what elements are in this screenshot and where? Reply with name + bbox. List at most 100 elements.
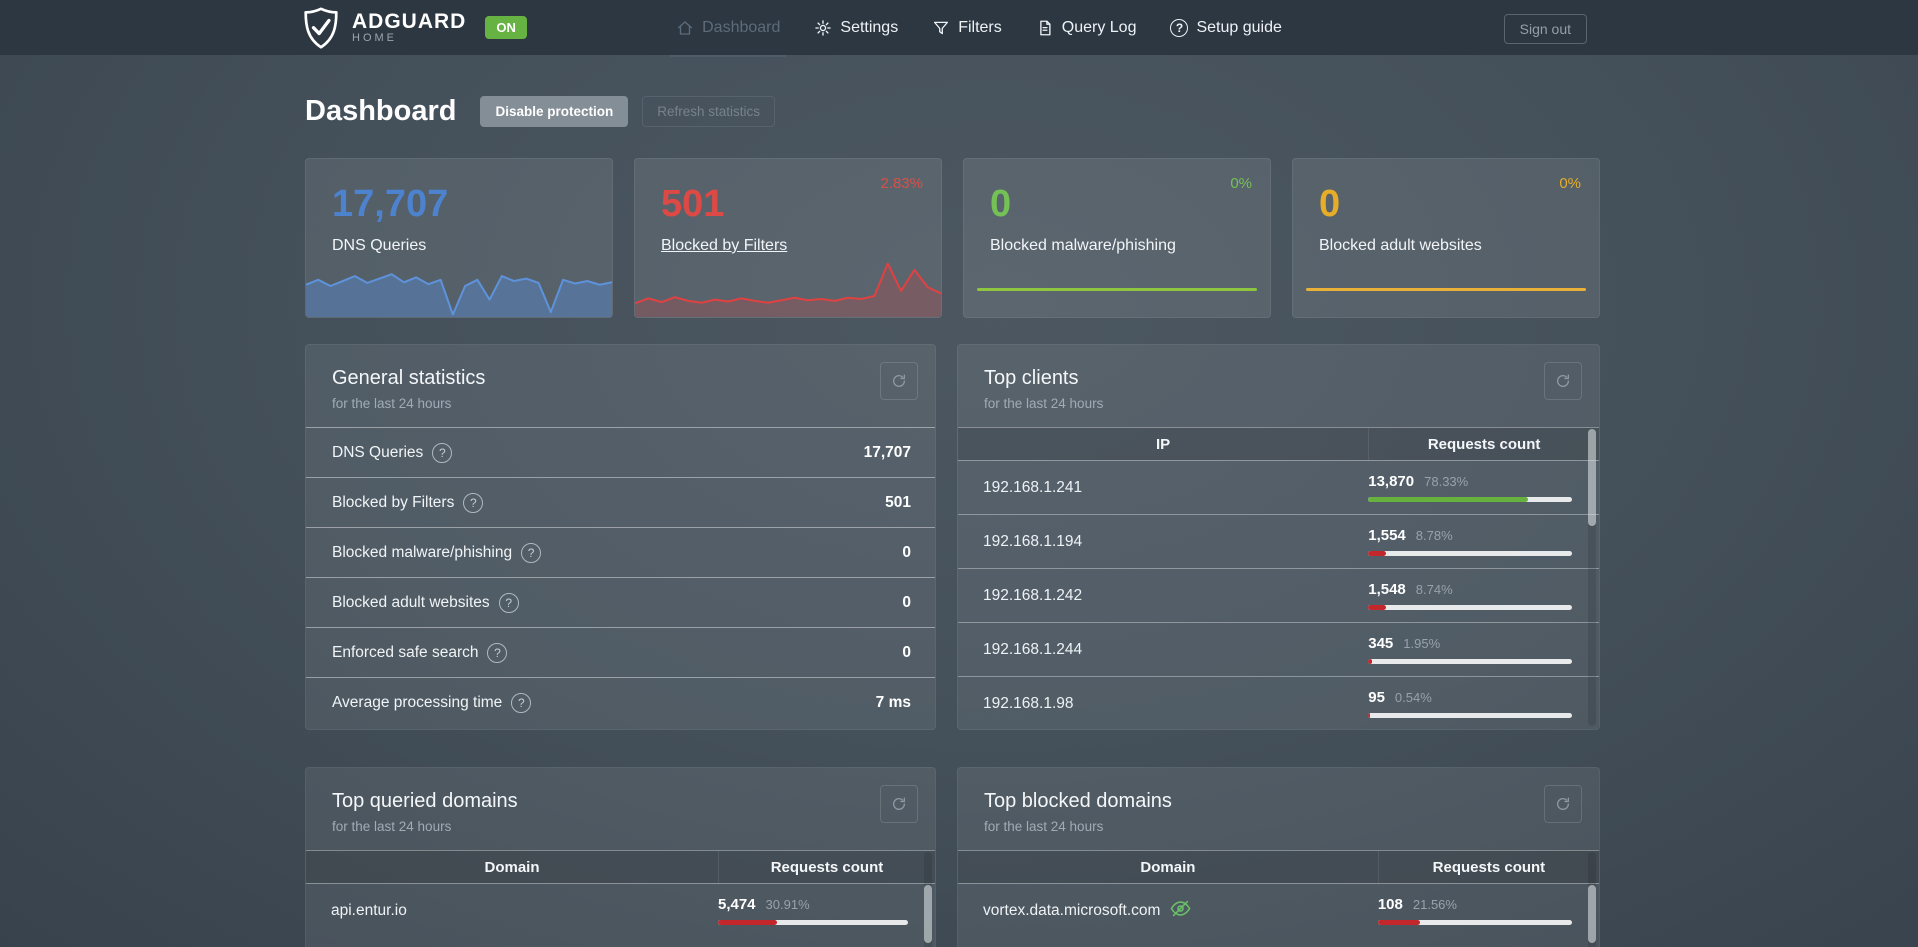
client-row: 192.168.1.241 13,870 78.33% bbox=[958, 460, 1599, 514]
nav-dashboard-label: Dashboard bbox=[702, 18, 781, 36]
requests-count: 345 bbox=[1368, 635, 1394, 652]
scrollbar-thumb[interactable] bbox=[924, 885, 932, 943]
column-header-domain: Domain bbox=[1140, 858, 1196, 876]
help-icon[interactable]: ? bbox=[521, 542, 542, 563]
top-blocked-title: Top blocked domains bbox=[984, 790, 1172, 812]
requests-count: 1,548 bbox=[1368, 581, 1406, 598]
nav-query-log-label: Query Log bbox=[1061, 18, 1137, 36]
requests-percent: 0.54% bbox=[1394, 690, 1432, 705]
brand-subtitle: HOME bbox=[352, 31, 397, 44]
help-icon[interactable]: ? bbox=[487, 642, 508, 663]
refresh-icon bbox=[1557, 374, 1569, 387]
scrollbar[interactable] bbox=[1588, 429, 1596, 726]
card-blocked-malware: 0 Blocked malware/phishing 0% bbox=[963, 158, 1271, 318]
nav-filters[interactable]: Filters bbox=[932, 0, 1002, 55]
stat-value: 17,707 bbox=[863, 443, 911, 461]
nav-dashboard[interactable]: Dashboard bbox=[670, 0, 787, 57]
client-ip[interactable]: 192.168.1.244 bbox=[983, 640, 1083, 658]
nav-query-log[interactable]: Query Log bbox=[1036, 0, 1137, 55]
document-icon bbox=[1039, 20, 1051, 35]
scrollbar-thumb[interactable] bbox=[1588, 429, 1596, 526]
requests-bar bbox=[1368, 551, 1572, 556]
refresh-statistics-button[interactable]: Refresh statistics bbox=[642, 96, 776, 127]
nav-setup-guide-label: Setup guide bbox=[1196, 18, 1282, 36]
help-icon[interactable]: ? bbox=[432, 442, 453, 463]
client-ip[interactable]: 192.168.1.194 bbox=[983, 532, 1083, 550]
main-nav: Dashboard Settings Filters Query Log ? S… bbox=[636, 0, 1282, 57]
eye-slash-icon[interactable] bbox=[1169, 897, 1192, 925]
column-header-requests-count: Requests count bbox=[1368, 428, 1599, 460]
blocked-adult-value: 0 bbox=[1319, 183, 1341, 225]
refresh-icon bbox=[893, 374, 905, 387]
requests-bar bbox=[1368, 659, 1572, 664]
page-title: Dashboard bbox=[305, 95, 457, 127]
refresh-icon bbox=[893, 797, 905, 810]
requests-count: 1,554 bbox=[1368, 527, 1406, 544]
adguard-home-logo[interactable]: ADGUARD HOME ON bbox=[303, 0, 527, 55]
general-statistics-subtitle: for the last 24 hours bbox=[332, 396, 452, 411]
top-queried-header-row: Domain Requests count bbox=[306, 850, 935, 883]
nav-settings-label: Settings bbox=[840, 18, 899, 36]
client-ip[interactable]: 192.168.1.98 bbox=[983, 694, 1074, 712]
client-row: 192.168.1.194 1,554 8.78% bbox=[958, 514, 1599, 568]
stat-label: Blocked malware/phishing bbox=[332, 543, 513, 561]
top-queried-title: Top queried domains bbox=[332, 790, 518, 812]
dns-queries-sparkline bbox=[306, 255, 612, 317]
stat-row-blocked-filters: Blocked by Filters? 501 bbox=[306, 477, 935, 527]
client-row: 192.168.1.242 1,548 8.74% bbox=[958, 568, 1599, 622]
disable-protection-button[interactable]: Disable protection bbox=[480, 96, 629, 127]
help-icon[interactable]: ? bbox=[498, 592, 519, 613]
top-queried-subtitle: for the last 24 hours bbox=[332, 819, 452, 834]
scrollbar-thumb[interactable] bbox=[1588, 885, 1596, 943]
column-header-ip: IP bbox=[1156, 435, 1171, 453]
blocked-filters-link[interactable]: Blocked by Filters bbox=[661, 237, 788, 254]
refresh-top-queried-button[interactable] bbox=[880, 785, 918, 823]
domain-row: vortex.data.microsoft.com 108 21.56% bbox=[958, 883, 1599, 937]
dns-queries-value: 17,707 bbox=[332, 183, 449, 225]
card-dns-queries: 17,707 DNS Queries bbox=[305, 158, 613, 318]
requests-bar bbox=[1368, 497, 1572, 502]
stat-row-dns-queries: DNS Queries? 17,707 bbox=[306, 427, 935, 477]
stat-value: 0 bbox=[902, 643, 911, 661]
blocked-adult-sparkline bbox=[1306, 288, 1586, 291]
scrollbar[interactable] bbox=[1588, 852, 1596, 947]
card-blocked-by-filters: 501 Blocked by Filters 2.83% bbox=[634, 158, 942, 318]
sign-out-button[interactable]: Sign out bbox=[1503, 14, 1587, 44]
nav-settings[interactable]: Settings bbox=[814, 0, 898, 55]
stat-row-blocked-adult: Blocked adult websites? 0 bbox=[306, 577, 935, 627]
requests-bar bbox=[1368, 713, 1572, 718]
domain-row: api.entur.io 5,474 30.91% bbox=[306, 883, 935, 937]
requests-percent: 1.95% bbox=[1403, 636, 1441, 651]
stat-label: Enforced safe search bbox=[332, 643, 479, 661]
scrollbar[interactable] bbox=[924, 852, 932, 947]
column-header-requests-count: Requests count bbox=[1377, 851, 1599, 883]
nav-setup-guide[interactable]: ? Setup guide bbox=[1170, 0, 1282, 55]
requests-count: 13,870 bbox=[1368, 473, 1415, 490]
help-icon[interactable]: ? bbox=[463, 492, 484, 513]
refresh-icon bbox=[1557, 797, 1569, 810]
client-ip[interactable]: 192.168.1.242 bbox=[983, 586, 1083, 604]
client-ip[interactable]: 192.168.1.241 bbox=[983, 478, 1083, 496]
requests-count: 108 bbox=[1377, 896, 1403, 913]
requests-percent: 8.78% bbox=[1415, 528, 1453, 543]
stat-row-processing-time: Average processing time? 7 ms bbox=[306, 677, 935, 727]
funnel-icon bbox=[934, 21, 949, 34]
refresh-top-clients-button[interactable] bbox=[1544, 362, 1582, 400]
requests-percent: 8.74% bbox=[1415, 582, 1453, 597]
stat-label: Blocked adult websites bbox=[332, 593, 490, 611]
requests-count: 95 bbox=[1368, 689, 1385, 706]
protection-status-badge: ON bbox=[485, 16, 527, 39]
requests-count: 5,474 bbox=[717, 896, 756, 913]
requests-bar bbox=[717, 920, 908, 925]
top-nav-bar: ADGUARD HOME ON Dashboard Settings Filte… bbox=[0, 0, 1918, 57]
client-row: 192.168.1.244 345 1.95% bbox=[958, 622, 1599, 676]
help-icon[interactable]: ? bbox=[511, 692, 532, 713]
stat-label: Blocked by Filters bbox=[332, 493, 455, 511]
stat-label: Average processing time bbox=[332, 693, 503, 711]
refresh-general-statistics-button[interactable] bbox=[880, 362, 918, 400]
blocked-malware-sparkline bbox=[977, 288, 1257, 291]
refresh-top-blocked-button[interactable] bbox=[1544, 785, 1582, 823]
stat-row-blocked-malware: Blocked malware/phishing? 0 bbox=[306, 527, 935, 577]
stat-row-safe-search: Enforced safe search? 0 bbox=[306, 627, 935, 677]
top-clients-title: Top clients bbox=[984, 367, 1079, 389]
